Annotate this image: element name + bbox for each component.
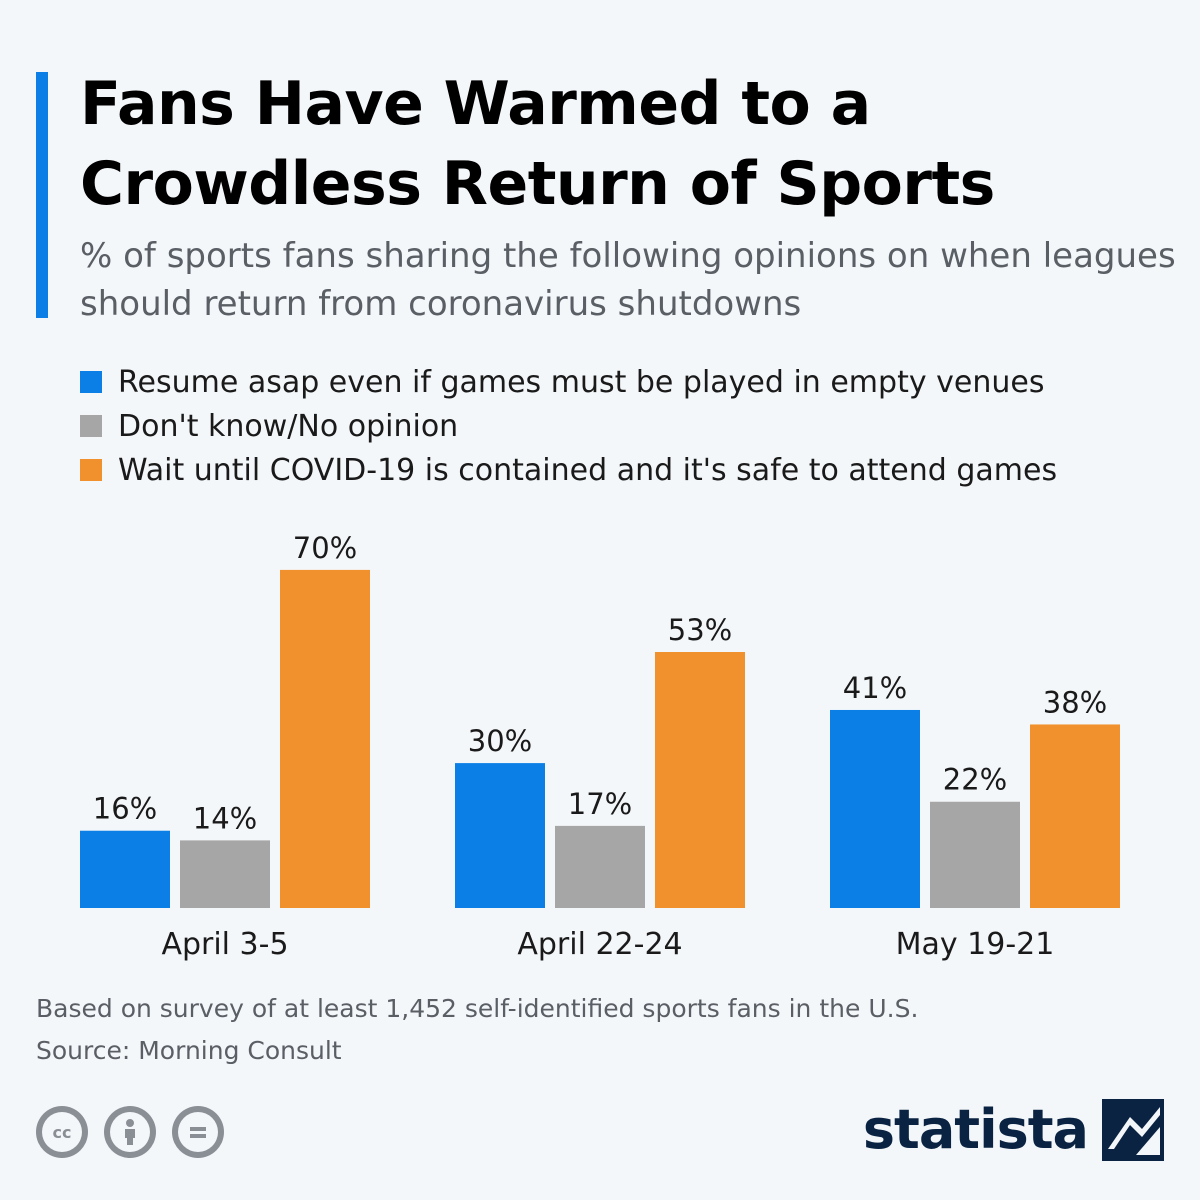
source-note: Source: Morning Consult — [36, 1036, 342, 1065]
chart-title: Fans Have Warmed to a Crowdless Return o… — [80, 64, 1180, 224]
data-label: 30% — [468, 724, 532, 758]
bar-resume-0 — [80, 830, 170, 908]
bar-dont-know-1 — [555, 825, 645, 908]
brand-wordmark: statista — [862, 1098, 1089, 1161]
bar-chart: 16% 14% 70% April 3-5 30% 17% 53% April 22-24 41… — [80, 531, 1120, 962]
data-label: 14% — [193, 801, 257, 835]
legend-item-resume: Resume asap even if games must be played… — [80, 360, 1057, 404]
title-line-1: Fans Have Warmed to a — [80, 69, 871, 139]
legend-label-wait: Wait until COVID-19 is contained and it'… — [118, 452, 1058, 488]
category-label: April 22-24 — [517, 927, 682, 962]
data-label: 53% — [668, 613, 732, 647]
bar-wait-1 — [655, 652, 745, 908]
attribution-icon[interactable] — [104, 1106, 156, 1158]
legend: Resume asap even if games must be played… — [80, 360, 1057, 492]
statista-mark-icon — [1102, 1098, 1164, 1161]
data-label: 17% — [568, 787, 632, 821]
data-label: 38% — [1043, 685, 1107, 719]
category-label: May 19-21 — [896, 927, 1055, 962]
data-label: 70% — [293, 531, 357, 565]
category-label: April 3-5 — [161, 927, 288, 962]
license-icons: cc — [36, 1106, 240, 1158]
legend-swatch-dont-know — [80, 415, 102, 437]
legend-label-dont-know: Don't know/No opinion — [118, 408, 459, 444]
bar-dont-know-2 — [930, 801, 1020, 908]
data-label: 41% — [843, 671, 907, 705]
chart-subtitle: % of sports fans sharing the following o… — [80, 236, 1176, 324]
legend-swatch-resume — [80, 371, 102, 393]
title-line-2: Crowdless Return of Sports — [80, 149, 995, 219]
bar-dont-know-0 — [180, 840, 270, 908]
footnote: Based on survey of at least 1,452 self-i… — [36, 988, 918, 1072]
data-label: 22% — [943, 763, 1007, 797]
cc-icon[interactable]: cc — [36, 1106, 88, 1158]
title-accent-bar — [36, 72, 48, 318]
data-label: 16% — [93, 792, 157, 826]
bar-wait-0 — [280, 569, 370, 908]
survey-note: Based on survey of at least 1,452 self-i… — [36, 994, 919, 1023]
bar-resume-2 — [830, 709, 920, 908]
legend-label-resume: Resume asap even if games must be played… — [118, 364, 1045, 400]
legend-item-wait: Wait until COVID-19 is contained and it'… — [80, 448, 1057, 492]
legend-swatch-wait — [80, 459, 102, 481]
no-derivatives-icon[interactable] — [172, 1106, 224, 1158]
bar-wait-2 — [1030, 724, 1120, 908]
legend-item-dont-know: Don't know/No opinion — [80, 404, 1057, 448]
statista-logo[interactable]: statista — [863, 1098, 1164, 1161]
bar-resume-1 — [455, 763, 545, 908]
